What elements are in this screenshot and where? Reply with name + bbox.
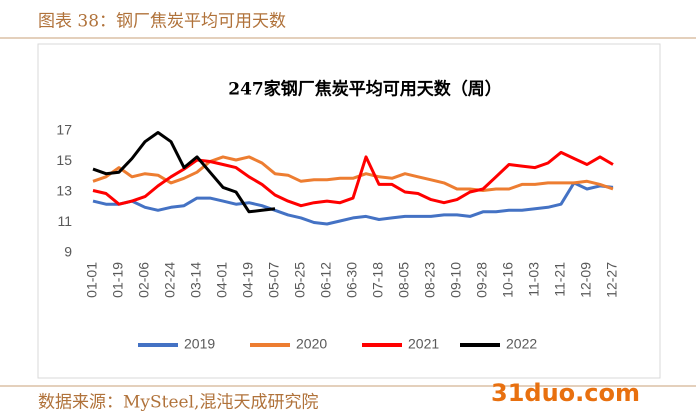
x-tick-label: 12-09 bbox=[578, 262, 594, 298]
line-series bbox=[92, 150, 614, 208]
x-tick-label: 06-12 bbox=[318, 262, 334, 298]
x-tick-label: 10-16 bbox=[500, 262, 516, 298]
x-tick-label: 08-05 bbox=[396, 262, 412, 298]
x-tick-label: 09-10 bbox=[448, 262, 464, 298]
x-tick-label: 07-18 bbox=[370, 262, 386, 298]
chart-title: 247家钢厂焦炭平均可用天数（周） bbox=[228, 79, 502, 100]
chart-frame bbox=[37, 43, 661, 379]
x-tick-label: 12-27 bbox=[604, 262, 620, 298]
y-tick-label: 9 bbox=[64, 244, 72, 260]
x-tick-label: 11-03 bbox=[526, 262, 542, 297]
legend-label: 2021 bbox=[408, 336, 439, 352]
x-tick-label: 05-25 bbox=[292, 262, 308, 298]
x-tick-label: 09-28 bbox=[474, 262, 490, 298]
y-tick-label: 13 bbox=[56, 183, 72, 199]
watermark: 31duo.com bbox=[491, 379, 640, 407]
x-tick-label: 04-19 bbox=[240, 262, 256, 298]
x-tick-label: 02-24 bbox=[162, 262, 178, 298]
x-tick-label: 06-30 bbox=[344, 262, 360, 298]
x-tick-label: 08-23 bbox=[422, 262, 438, 298]
x-tick-label: 03-14 bbox=[188, 262, 204, 298]
y-tick-label: 11 bbox=[57, 213, 72, 229]
x-tick-label: 01-19 bbox=[110, 262, 126, 298]
x-tick-label: 11-21 bbox=[552, 262, 568, 297]
legend-label: 2020 bbox=[296, 336, 327, 352]
line-series bbox=[92, 131, 276, 214]
y-tick-label: 15 bbox=[56, 152, 72, 168]
header-title: 图表 38：钢厂焦炭平均可用天数 bbox=[38, 12, 286, 32]
y-tick-label: 17 bbox=[56, 122, 72, 138]
legend-label: 2022 bbox=[506, 336, 537, 352]
legend-label: 2019 bbox=[184, 336, 215, 352]
line-series bbox=[92, 155, 614, 192]
line-series bbox=[92, 181, 614, 226]
x-tick-label: 04-01 bbox=[214, 262, 230, 298]
source: 数据来源：MySteel,混沌天成研究院 bbox=[38, 393, 318, 413]
x-tick-label: 01-01 bbox=[84, 262, 100, 298]
x-tick-label: 05-07 bbox=[266, 262, 282, 298]
x-tick-label: 02-06 bbox=[136, 262, 152, 298]
